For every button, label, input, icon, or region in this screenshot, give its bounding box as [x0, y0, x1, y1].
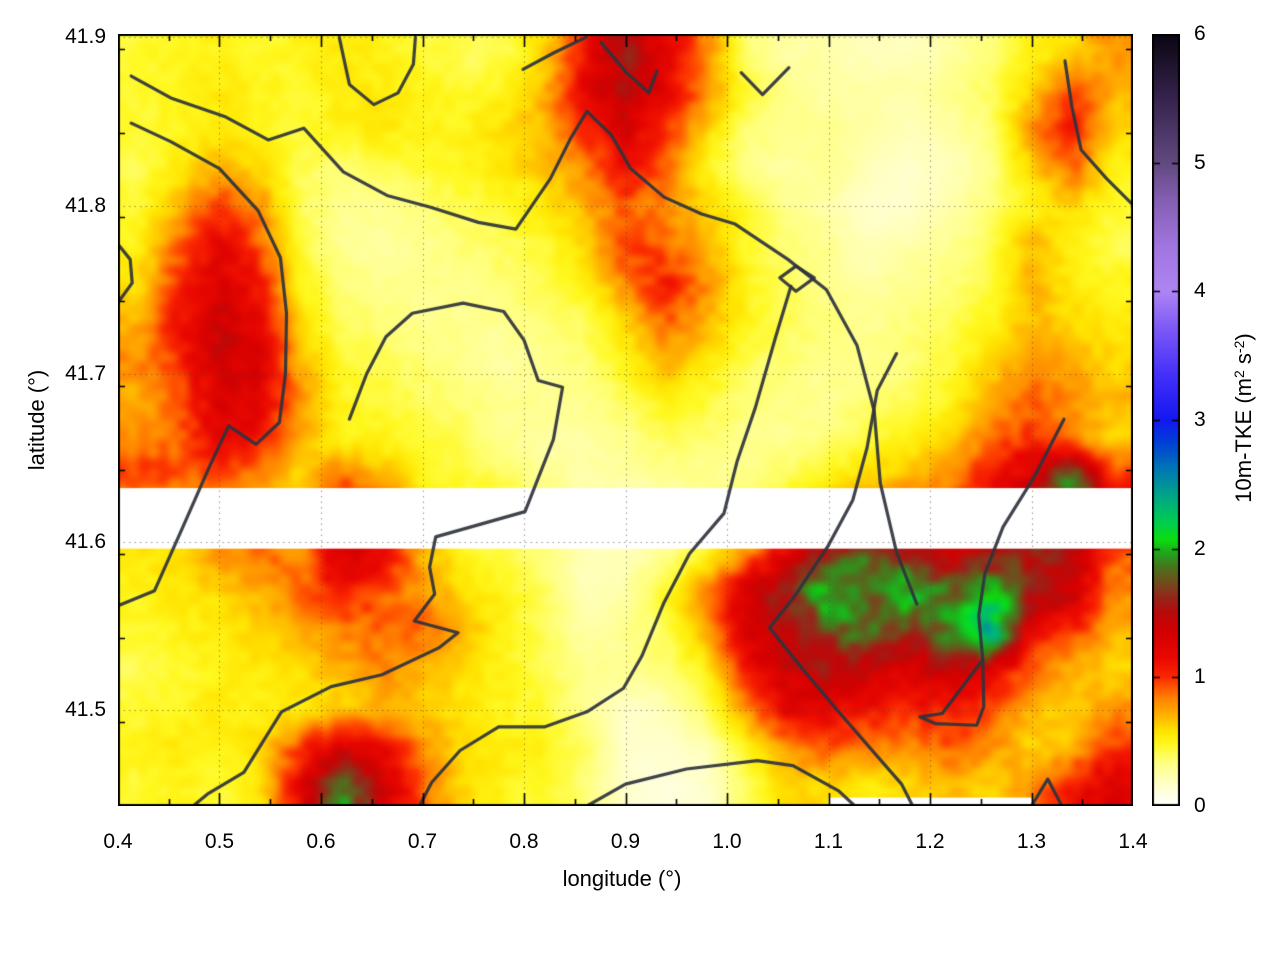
y-tick-label: 41.8 [65, 193, 106, 217]
colorbar-tick-label: 5 [1194, 150, 1206, 174]
x-tick-label: 1.2 [915, 830, 945, 853]
y-tick-label: 41.9 [65, 25, 106, 49]
x-tick-label: 1.1 [813, 830, 844, 853]
heatmap-plot-area [118, 34, 1133, 806]
x-tick-label: 1.0 [712, 830, 742, 853]
y-axis-title: latitude (°) [24, 369, 49, 471]
x-tick-label: 0.6 [306, 830, 336, 853]
colorbar-title-text: s [1231, 353, 1256, 371]
y-tick-label: 41.5 [65, 698, 106, 722]
colorbar-tick-label: 4 [1194, 279, 1206, 303]
x-tick-label: 0.5 [204, 830, 235, 853]
x-tick-label: 0.8 [509, 830, 539, 853]
colorbar-tick-label: 2 [1194, 536, 1206, 560]
colorbar-title-text: 10m-TKE (m [1231, 378, 1256, 503]
colorbar-tick-label: 1 [1194, 665, 1206, 689]
x-tick-label: 0.9 [610, 830, 641, 853]
x-tick-label: 1.3 [1016, 830, 1047, 853]
colorbar-title-superscript: -2 [1231, 340, 1247, 354]
x-tick-label: 0.4 [103, 830, 133, 853]
x-tick-label: 1.4 [1118, 830, 1148, 853]
x-axis-title: longitude (°) [562, 866, 682, 891]
colorbar-tick-label: 3 [1194, 408, 1206, 431]
colorbar-tick-label: 0 [1194, 794, 1206, 817]
colorbar-tick-label: 6 [1194, 22, 1206, 45]
x-tick-label: 0.7 [407, 830, 438, 853]
y-tick-label: 41.7 [65, 361, 106, 385]
colorbar [1152, 34, 1180, 806]
colorbar-title-text: ) [1231, 333, 1256, 341]
y-tick-label: 41.6 [65, 529, 106, 553]
colorbar-title-superscript: 2 [1231, 370, 1247, 379]
